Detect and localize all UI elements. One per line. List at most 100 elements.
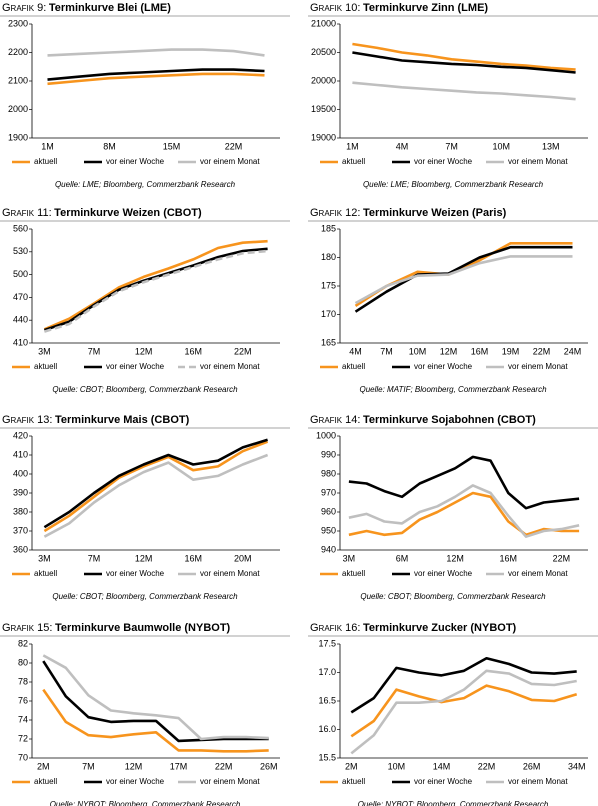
y-tick-label: 410 — [13, 449, 28, 459]
legend-label: aktuell — [342, 157, 365, 166]
legend-label: vor einem Monat — [508, 362, 568, 371]
x-tick-label: 20M — [234, 553, 252, 563]
y-tick-label: 180 — [321, 252, 336, 262]
y-tick-label: 2100 — [8, 75, 28, 85]
x-tick-label: 16M — [471, 346, 489, 356]
series-line — [47, 72, 265, 86]
chart-source: Quelle: CBOT; Bloomberg, Commerzbank Res… — [52, 385, 238, 394]
y-tick-label: 560 — [13, 223, 28, 233]
y-tick-label: 530 — [13, 246, 28, 256]
chart-title: Grafik 11: Terminkurve Weizen (CBOT) — [2, 207, 202, 219]
legend-label: vor einem Monat — [200, 157, 260, 166]
legend-label: vor einem Monat — [508, 569, 568, 578]
chart-panel: Grafik 13: Terminkurve Mais (CBOT) 360 370… — [0, 414, 290, 601]
series-line — [348, 455, 580, 510]
y-tick-label: 400 — [13, 468, 28, 478]
y-tick-label: 990 — [321, 449, 336, 459]
x-tick-label: 7M — [88, 553, 101, 563]
x-tick-label: 3M — [38, 553, 51, 563]
y-tick-label: 82 — [18, 638, 28, 648]
legend-label: vor einer Woche — [106, 157, 165, 166]
chart-title-text: Terminkurve Mais (CBOT) — [55, 414, 190, 426]
y-tick-label: 2000 — [8, 104, 28, 114]
x-tick-label: 2M — [37, 761, 50, 771]
series-line — [352, 81, 576, 101]
chart-label: Grafik 14: — [310, 414, 360, 426]
x-tick-label: 7M — [445, 141, 458, 151]
x-tick-label: 22M — [553, 553, 571, 563]
x-tick-label: 15M — [163, 141, 181, 151]
y-tick-label: 16.0 — [318, 724, 336, 734]
chart-title-text: Terminkurve Zucker (NYBOT) — [363, 622, 517, 634]
x-tick-label: 14M — [433, 761, 451, 771]
x-tick-label: 7M — [82, 761, 95, 771]
chart-title-text: Terminkurve Weizen (Paris) — [363, 207, 507, 219]
y-tick-label: 17.5 — [318, 638, 336, 648]
legend-label: vor einem Monat — [200, 362, 260, 371]
y-tick-label: 420 — [13, 430, 28, 440]
chart-source: Quelle: CBOT; Bloomberg, Commerzbank Res… — [360, 592, 546, 601]
legend-label: aktuell — [34, 569, 57, 578]
x-tick-label: 12M — [446, 553, 464, 563]
chart-title-text: Terminkurve Blei (LME) — [49, 2, 171, 14]
y-tick-label: 940 — [321, 544, 336, 554]
series-line — [348, 491, 580, 537]
x-tick-label: 3M — [343, 553, 356, 563]
series-line — [43, 440, 269, 533]
chart-panel: Grafik 12: Terminkurve Weizen (Paris) 165… — [308, 207, 598, 394]
chart-label: Grafik 9: — [2, 2, 46, 14]
series-line — [42, 654, 269, 741]
y-tick-label: 1000 — [316, 430, 336, 440]
chart-title-text: Terminkurve Baumwolle (NYBOT) — [55, 622, 231, 634]
x-tick-label: 19M — [502, 346, 520, 356]
series-line — [350, 684, 578, 738]
x-tick-label: 17M — [170, 761, 188, 771]
chart-title-text: Terminkurve Weizen (CBOT) — [54, 207, 202, 219]
y-tick-label: 2200 — [8, 47, 28, 57]
chart-panel: Grafik 11: Terminkurve Weizen (CBOT) 410 4… — [0, 207, 290, 394]
y-tick-label: 410 — [13, 337, 28, 347]
chart-source: Quelle: MATIF; Bloomberg, Commerzbank Re… — [359, 385, 547, 394]
x-tick-label: 13M — [542, 141, 560, 151]
y-tick-label: 170 — [321, 309, 336, 319]
chart-source: Quelle: NYBOT; Bloomberg, Commerzbank Re… — [358, 800, 549, 806]
chart-label: Grafik 10: — [310, 2, 360, 14]
y-tick-label: 165 — [321, 337, 336, 347]
chart-label: Grafik 12: — [310, 207, 360, 219]
y-tick-label: 175 — [321, 280, 336, 290]
chart-title: Grafik 12: Terminkurve Weizen (Paris) — [310, 207, 507, 219]
series-line — [43, 247, 268, 332]
x-tick-label: 16M — [500, 553, 518, 563]
legend-label: aktuell — [342, 569, 365, 578]
y-tick-label: 2300 — [8, 18, 28, 28]
legend-label: aktuell — [342, 362, 365, 371]
chart-title: Grafik 13: Terminkurve Mais (CBOT) — [2, 414, 190, 426]
x-tick-label: 34M — [568, 761, 586, 771]
y-tick-label: 980 — [321, 468, 336, 478]
y-tick-label: 360 — [13, 544, 28, 554]
series-line — [354, 242, 573, 307]
y-tick-label: 19000 — [311, 132, 336, 142]
x-tick-label: 8M — [103, 141, 116, 151]
y-tick-label: 19500 — [311, 104, 336, 114]
series-line — [47, 68, 265, 81]
x-tick-label: 4M — [396, 141, 409, 151]
y-tick-label: 80 — [18, 657, 28, 667]
y-tick-label: 16.5 — [318, 695, 336, 705]
y-tick-label: 370 — [13, 525, 28, 535]
chart-label: Grafik 11: — [2, 207, 52, 219]
y-tick-label: 17.0 — [318, 667, 336, 677]
series-line — [354, 255, 573, 305]
chart-title-text: Terminkurve Zinn (LME) — [363, 2, 488, 14]
series-line — [348, 484, 580, 538]
legend-label: vor einem Monat — [508, 157, 568, 166]
x-tick-label: 1M — [41, 141, 54, 151]
y-tick-label: 440 — [13, 315, 28, 325]
legend-label: vor einer Woche — [106, 569, 165, 578]
y-tick-label: 960 — [321, 506, 336, 516]
x-tick-label: 24M — [564, 346, 582, 356]
series-line — [47, 48, 265, 57]
chart-source: Quelle: LME; Bloomberg, Commerzbank Rese… — [55, 180, 236, 189]
y-tick-label: 470 — [13, 292, 28, 302]
